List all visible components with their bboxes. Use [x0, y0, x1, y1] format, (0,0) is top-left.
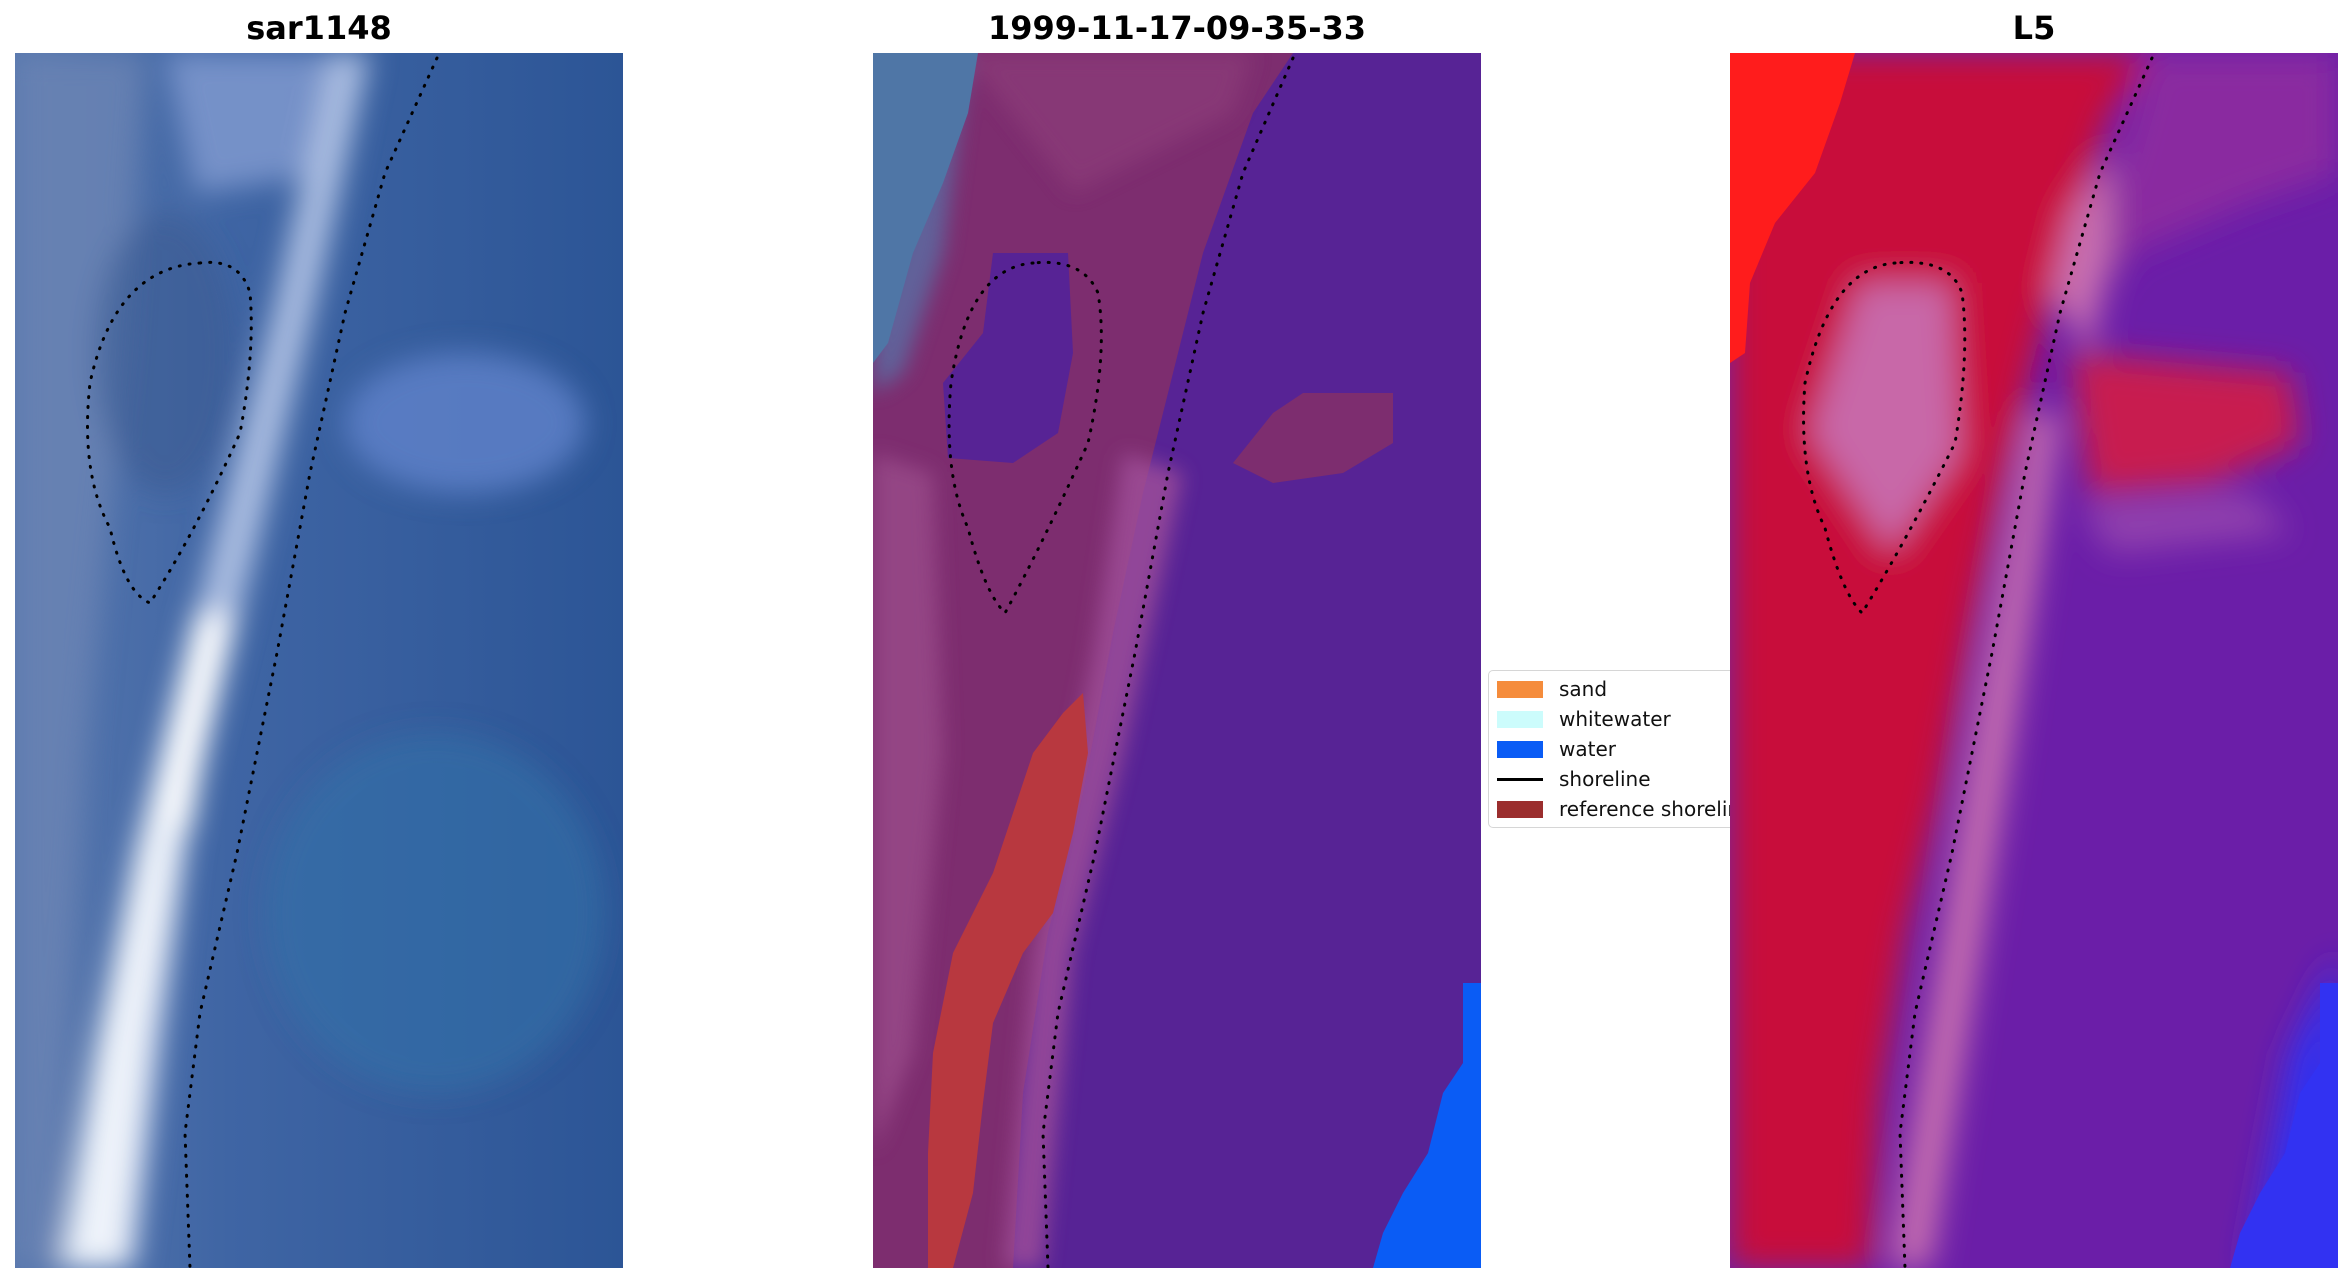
classification-panel — [873, 53, 1481, 1268]
sand-swatch — [1497, 680, 1543, 698]
legend-entry-whitewater: whitewater — [1497, 704, 1671, 734]
legend-entry-sand: sand — [1497, 674, 1607, 704]
whitewater-swatch — [1497, 710, 1543, 728]
legend-clip: sand whitewater water shoreline referenc… — [1488, 670, 1730, 830]
legend-label: shoreline — [1559, 767, 1651, 791]
l5-heatmap-image — [1730, 53, 2338, 1268]
panel-title-sar: sar1148 — [246, 9, 392, 47]
shoreline-line-swatch — [1497, 777, 1543, 781]
legend-label: water — [1559, 737, 1616, 761]
panel-title-l5: L5 — [2012, 9, 2056, 47]
legend-label: sand — [1559, 677, 1608, 701]
sar-rgb-image — [15, 53, 623, 1268]
sar-image-panel — [15, 53, 623, 1268]
classified-image — [873, 53, 1481, 1268]
l5-panel — [1730, 53, 2338, 1268]
legend-label: reference shoreline — [1559, 797, 1730, 821]
legend-entry-water: water — [1497, 734, 1616, 764]
legend-entry-shoreline: shoreline — [1497, 764, 1651, 794]
water-swatch — [1497, 740, 1543, 758]
legend-label: whitewater — [1559, 707, 1671, 731]
reference-shoreline-swatch — [1497, 800, 1543, 818]
panel-title-date: 1999-11-17-09-35-33 — [987, 9, 1367, 47]
legend: sand whitewater water shoreline referenc… — [1488, 670, 1730, 828]
legend-entry-reference-shoreline: reference shoreline — [1497, 794, 1730, 824]
